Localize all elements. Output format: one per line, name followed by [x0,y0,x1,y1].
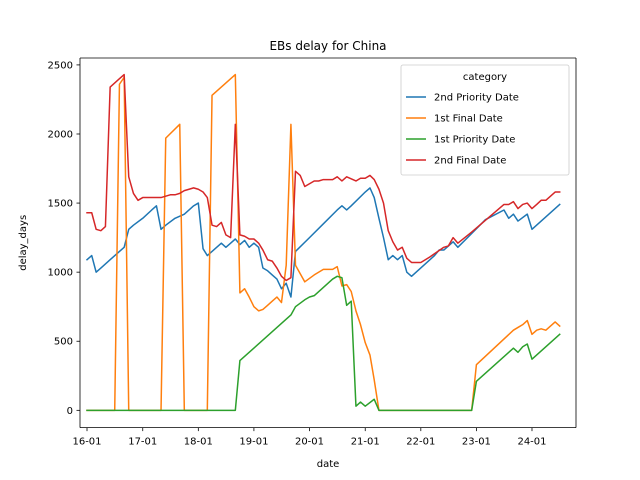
x-tick-label: 16-01 [72,437,101,448]
legend-title: category [463,72,507,83]
series-line-2nd-final-date [86,73,561,282]
axes-frame [79,57,577,429]
x-tick-label: 21-01 [351,437,380,448]
chart-title: EBs delay for China [269,39,386,53]
legend-label-1st-priority-date: 1st Priority Date [434,135,515,146]
legend-label-1st-final-date: 1st Final Date [434,114,503,125]
x-tick-label: 23-01 [462,437,491,448]
x-tick-label: 18-01 [184,437,213,448]
legend-label-2nd-priority-date: 2nd Priority Date [434,93,519,104]
x-tick-label: 24-01 [517,437,546,448]
y-tick-label: 2000 [48,129,73,140]
x-axis-label: date [317,459,340,470]
y-tick-label: 2500 [48,60,73,71]
series-layer [85,73,561,412]
x-tick-label: 19-01 [239,437,268,448]
x-tick-label: 22-01 [406,437,435,448]
y-tick-label: 1000 [48,268,73,279]
legend-box [400,64,570,176]
y-axis-label: delay_days [18,215,29,271]
legend: category 2nd Priority Date 1st Final Date… [400,64,570,176]
x-tick-label: 17-01 [128,437,157,448]
y-tick-label: 0 [67,406,73,417]
legend-entries: 2nd Priority Date 1st Final Date 1st Prior… [406,93,519,167]
y-axis-ticks: 0 500 1000 1500 2000 2500 [48,60,80,417]
legend-label-2nd-final-date: 2nd Final Date [434,156,506,167]
y-tick-label: 1500 [48,199,73,210]
y-tick-label: 500 [54,337,73,348]
series-line-2nd-priority-date [85,187,561,298]
x-axis-ticks: 16-01 17-01 18-01 19-01 20-01 21-01 22-01 23-01… [72,427,547,448]
series-line-1st-priority-date [86,275,561,412]
x-tick-label: 20-01 [295,437,324,448]
